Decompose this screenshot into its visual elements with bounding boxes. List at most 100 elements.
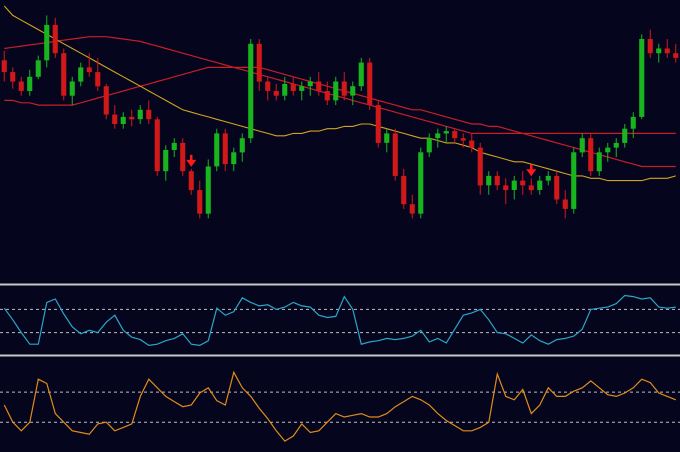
candle-body xyxy=(324,91,330,101)
candle-body xyxy=(273,91,279,96)
candle xyxy=(256,39,262,91)
panel-separator[interactable] xyxy=(0,282,680,288)
candle-body xyxy=(1,60,7,73)
candle xyxy=(375,100,381,148)
candle xyxy=(588,133,594,176)
candle-body xyxy=(333,81,339,101)
candle-body xyxy=(44,24,50,61)
candle xyxy=(341,72,347,101)
candle xyxy=(409,194,415,219)
candle xyxy=(664,39,670,58)
candle-body xyxy=(231,152,237,165)
candle xyxy=(469,133,475,153)
candle xyxy=(137,105,143,124)
candle xyxy=(265,76,271,101)
candle-body xyxy=(358,62,364,87)
candle-body xyxy=(588,138,594,172)
candle-body xyxy=(426,138,432,153)
candle-body xyxy=(647,39,653,54)
candle-body xyxy=(248,43,254,139)
candle xyxy=(579,133,585,158)
candle xyxy=(545,171,551,186)
candle-body xyxy=(571,152,577,209)
sell-signal-arrow-icon xyxy=(186,154,197,167)
candle xyxy=(392,128,398,181)
candle xyxy=(316,72,322,96)
candle xyxy=(103,83,109,120)
candle xyxy=(222,128,228,172)
arrow-head xyxy=(186,159,197,167)
candle-body xyxy=(78,67,84,82)
candle-body xyxy=(401,175,407,205)
oscillator-panel-1[interactable] xyxy=(0,288,680,354)
candle xyxy=(69,76,75,106)
candle-body xyxy=(137,109,143,120)
candle xyxy=(350,81,356,106)
candle-body xyxy=(486,175,492,186)
candle xyxy=(180,138,186,176)
candle xyxy=(443,126,449,143)
candle xyxy=(460,133,466,148)
candle xyxy=(494,171,500,191)
candle-body xyxy=(452,131,458,139)
candle xyxy=(10,67,16,89)
candle xyxy=(656,43,662,63)
candle-body xyxy=(656,48,662,54)
candle-body xyxy=(129,116,135,120)
candle xyxy=(605,142,611,162)
candle xyxy=(333,76,339,106)
ma-slow-line-2 xyxy=(4,66,676,168)
candle-body xyxy=(460,138,466,141)
sell-signal-arrow-icon xyxy=(526,164,537,177)
price-chart-panel[interactable] xyxy=(0,0,680,282)
candle xyxy=(188,168,194,195)
candle-body xyxy=(375,105,381,143)
candle xyxy=(154,116,160,176)
candle-body xyxy=(146,109,152,120)
candle-body xyxy=(10,72,16,82)
candle-body xyxy=(86,67,92,73)
candle xyxy=(622,124,628,148)
candle xyxy=(554,171,560,205)
candle xyxy=(163,145,169,181)
candle xyxy=(120,112,126,129)
candle-body xyxy=(299,86,305,91)
candle xyxy=(673,43,679,63)
arrow-head xyxy=(526,169,537,177)
oscillator-panel-2[interactable] xyxy=(0,358,680,452)
candle xyxy=(613,138,619,158)
candle xyxy=(1,50,7,82)
candle xyxy=(537,175,543,195)
candle-body xyxy=(35,60,41,77)
candle-body xyxy=(120,116,126,124)
candle-body xyxy=(95,72,101,87)
candle xyxy=(78,62,84,87)
candle-body xyxy=(112,114,118,124)
candle-body xyxy=(520,180,526,186)
candle xyxy=(231,147,237,172)
panel-separator[interactable] xyxy=(0,354,680,358)
candle xyxy=(307,76,313,96)
candle xyxy=(18,76,24,96)
candle xyxy=(503,178,509,205)
candle xyxy=(282,76,288,101)
candle-body xyxy=(316,81,322,91)
candle xyxy=(639,34,645,120)
candle-body xyxy=(562,199,568,209)
candle xyxy=(112,105,118,129)
candle-body xyxy=(341,81,347,96)
candle-body xyxy=(239,138,245,153)
candle xyxy=(299,81,305,101)
ma-fast-line xyxy=(3,5,676,182)
candle xyxy=(35,55,41,80)
candle-body xyxy=(197,190,203,214)
candle xyxy=(452,128,458,143)
candle-body xyxy=(171,142,177,150)
oscillator-line xyxy=(3,294,676,347)
candle-body xyxy=(307,81,313,87)
candle-body xyxy=(52,24,58,54)
candle-body xyxy=(537,180,543,190)
candle-body xyxy=(613,142,619,148)
candle xyxy=(273,83,279,101)
